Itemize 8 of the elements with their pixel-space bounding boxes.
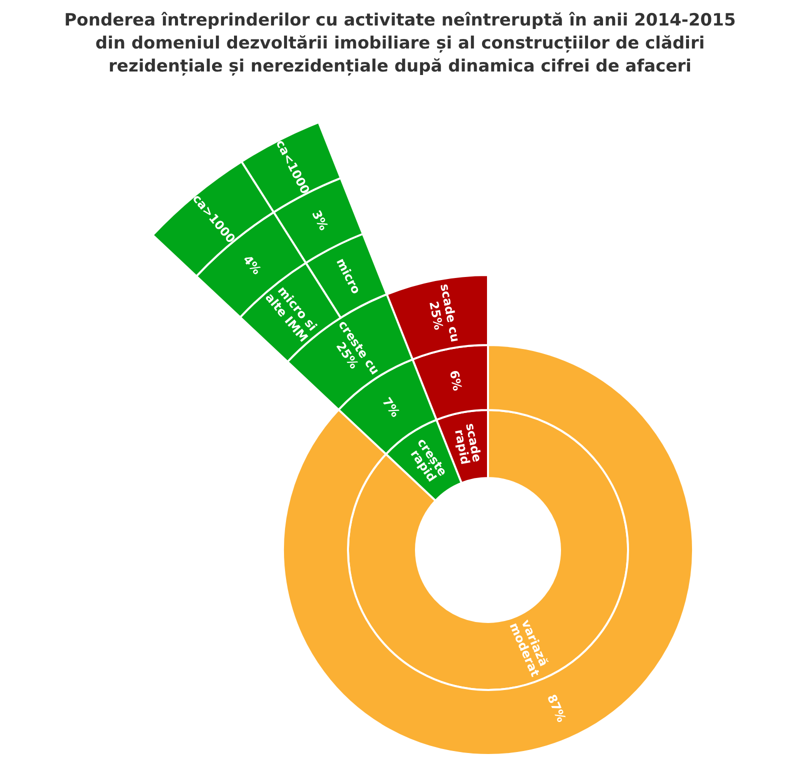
data-label: 7%	[380, 394, 403, 420]
data-label: 3%	[309, 208, 331, 233]
data-label: 87%	[544, 692, 569, 724]
category-label: scade rapid	[452, 422, 485, 468]
data-label: 4%	[240, 252, 264, 278]
text: scade cu 25%	[426, 282, 462, 344]
data-label: 6%	[446, 369, 464, 392]
text: Ponderea întreprinderilor cu activitate neîntreruptă în anii 2014-2015 din domeniul dezvoltării imobiliare și al construcțiilor de clădiri rezidențiale și nerezidențiale după dinamica cifrei de afaceri	[64, 10, 736, 76]
